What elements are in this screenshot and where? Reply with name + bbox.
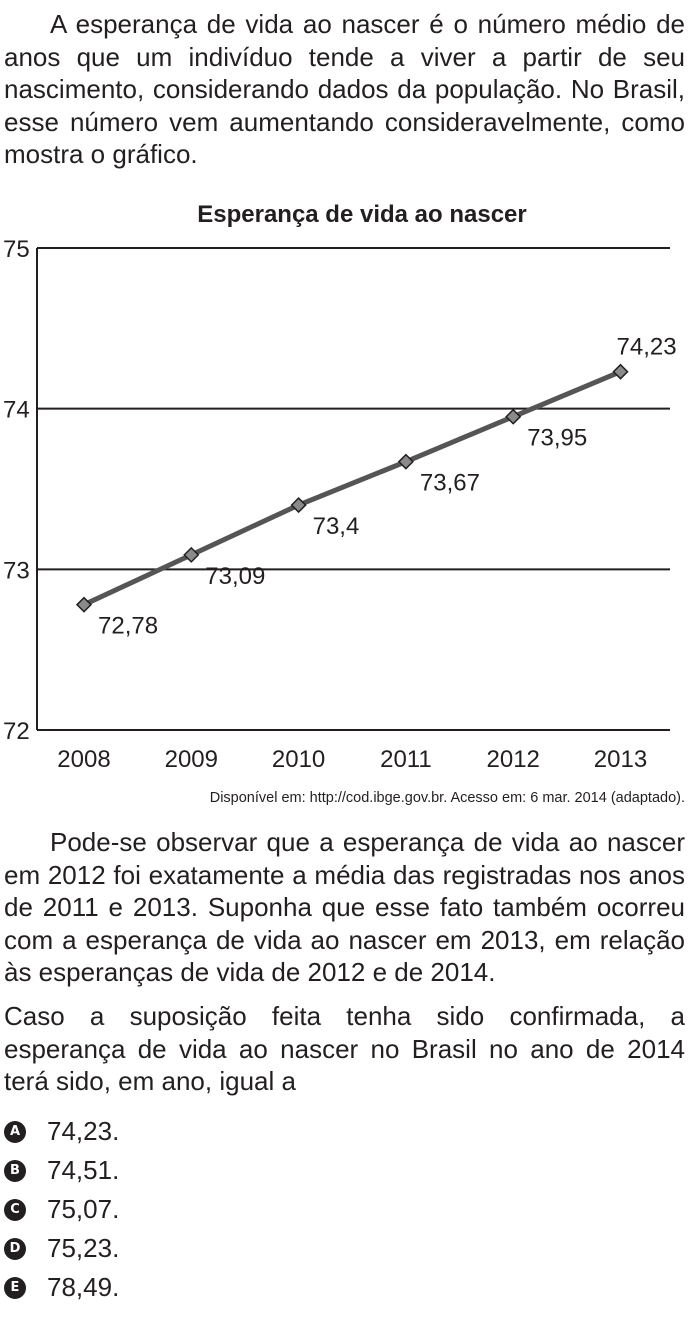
option-d[interactable]: D 75,23. [4, 1229, 604, 1268]
option-e-text: 78,49. [47, 1272, 120, 1302]
y-tick-label-72: 72 [3, 718, 30, 745]
data-point-2010 [290, 497, 307, 514]
intro-paragraph: A esperança de vida ao nascer é o número… [4, 9, 685, 169]
option-c-badge: C [4, 1198, 26, 1221]
option-a[interactable]: A 74,23. [4, 1112, 604, 1151]
option-b-text: 74,51. [47, 1155, 120, 1185]
chart-title: Esperança de vida ao nascer [197, 201, 527, 228]
option-a-badge: A [4, 1120, 26, 1143]
option-b[interactable]: B 74,51. [4, 1151, 604, 1190]
data-point-2008 [75, 596, 93, 613]
data-label-2012: 73,95 [527, 425, 587, 452]
option-e[interactable]: E 78,49. [4, 1268, 604, 1307]
answer-options: A 74,23. B 74,51. C 75,07. D 75,23. E 78… [4, 1112, 604, 1307]
data-label-2013: 74,23 [617, 334, 677, 361]
x-tick-label-2009: 2009 [165, 746, 218, 773]
option-e-badge: E [4, 1276, 26, 1299]
x-tick-label-2012: 2012 [487, 746, 540, 773]
option-c-text: 75,07. [47, 1194, 120, 1224]
data-label-2008: 72,78 [98, 613, 158, 640]
option-c[interactable]: C 75,07. [4, 1190, 604, 1229]
series-line [82, 369, 622, 607]
question-prompt: Caso a suposição feita tenha sido confir… [4, 1001, 685, 1096]
option-a-text: 74,23. [47, 1116, 120, 1146]
x-tick-label-2011: 2011 [380, 746, 432, 773]
option-b-badge: B [4, 1159, 26, 1182]
data-point-2012 [505, 408, 522, 425]
y-tick-label-73: 73 [3, 557, 30, 584]
x-tick-label-2008: 2008 [57, 746, 110, 773]
source-citation: Disponível em: http://cod.ibge.gov.br. A… [209, 790, 685, 806]
x-tick-label-2010: 2010 [272, 746, 325, 773]
option-d-text: 75,23. [47, 1233, 120, 1263]
option-d-badge: D [4, 1237, 26, 1260]
data-label-2009: 73,09 [205, 563, 265, 590]
question-paragraph: Pode-se observar que a esperança de vida… [4, 827, 685, 987]
data-point-2011 [397, 453, 414, 470]
x-tick-label-2013: 2013 [594, 746, 647, 773]
data-point-2013 [612, 363, 629, 380]
data-label-2011: 73,67 [420, 470, 480, 497]
data-point-2009 [183, 546, 200, 563]
y-tick-label-74: 74 [3, 397, 30, 424]
y-tick-label-75: 75 [3, 236, 30, 263]
life-expectancy-chart: Esperança de vida ao nascer 72 73 74 75 200… [3, 201, 677, 773]
data-label-2010: 73,4 [313, 513, 360, 540]
